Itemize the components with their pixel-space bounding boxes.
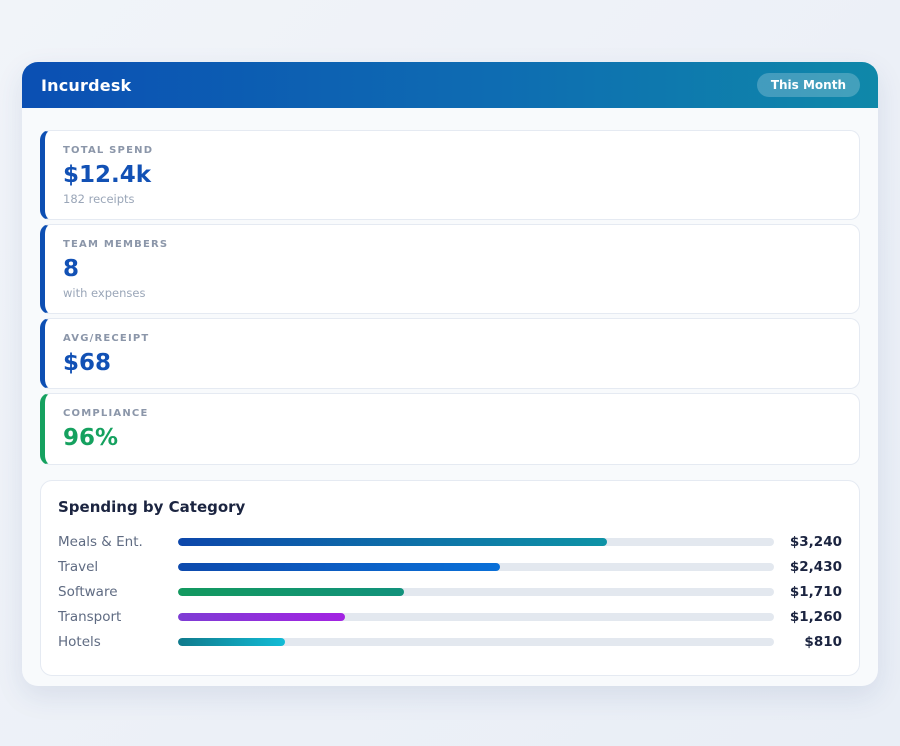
category-bar [178, 613, 345, 621]
category-value: $3,240 [774, 534, 842, 550]
stat-label: COMPLIANCE [63, 408, 841, 419]
dashboard-panel: Incurdesk This Month TOTAL SPEND $12.4k … [22, 62, 878, 686]
app-title: Incurdesk [41, 76, 131, 95]
chart-title: Spending by Category [58, 498, 842, 516]
chart-row: Meals & Ent. $3,240 [58, 530, 842, 555]
bar-track [178, 538, 774, 546]
spending-chart-card: Spending by Category Meals & Ent. $3,240… [40, 480, 860, 676]
chart-row: Software $1,710 [58, 580, 842, 605]
bar-track [178, 638, 774, 646]
category-label: Hotels [58, 634, 178, 650]
stat-label: TEAM MEMBERS [63, 239, 841, 250]
stats-list: TOTAL SPEND $12.4k 182 receipts TEAM MEM… [40, 130, 860, 465]
stat-value: $12.4k [63, 163, 841, 187]
category-bar [178, 588, 404, 596]
category-value: $1,260 [774, 609, 842, 625]
category-label: Software [58, 584, 178, 600]
stat-card: AVG/RECEIPT $68 [40, 318, 860, 389]
stat-subtext: 182 receipts [63, 192, 841, 206]
stat-subtext: with expenses [63, 286, 841, 300]
category-bar [178, 538, 607, 546]
stat-label: AVG/RECEIPT [63, 333, 841, 344]
bar-track [178, 588, 774, 596]
category-bar [178, 563, 500, 571]
bar-track [178, 613, 774, 621]
stat-label: TOTAL SPEND [63, 145, 841, 156]
category-value: $1,710 [774, 584, 842, 600]
stat-card: TEAM MEMBERS 8 with expenses [40, 224, 860, 314]
category-label: Transport [58, 609, 178, 625]
stat-value: 96% [63, 426, 841, 450]
category-label: Meals & Ent. [58, 534, 178, 550]
period-filter-badge[interactable]: This Month [757, 73, 860, 97]
app-header: Incurdesk This Month [22, 62, 878, 108]
stat-value: $68 [63, 351, 841, 375]
stat-card: COMPLIANCE 96% [40, 393, 860, 464]
chart-row: Travel $2,430 [58, 555, 842, 580]
bar-track [178, 563, 774, 571]
category-value: $810 [774, 634, 842, 650]
dashboard-body: TOTAL SPEND $12.4k 182 receipts TEAM MEM… [22, 108, 878, 699]
stat-card: TOTAL SPEND $12.4k 182 receipts [40, 130, 860, 220]
chart-rows: Meals & Ent. $3,240 Travel $2,430 Softwa… [58, 530, 842, 655]
category-label: Travel [58, 559, 178, 575]
stat-value: 8 [63, 257, 841, 281]
chart-row: Hotels $810 [58, 630, 842, 655]
category-bar [178, 638, 285, 646]
category-value: $2,430 [774, 559, 842, 575]
chart-row: Transport $1,260 [58, 605, 842, 630]
